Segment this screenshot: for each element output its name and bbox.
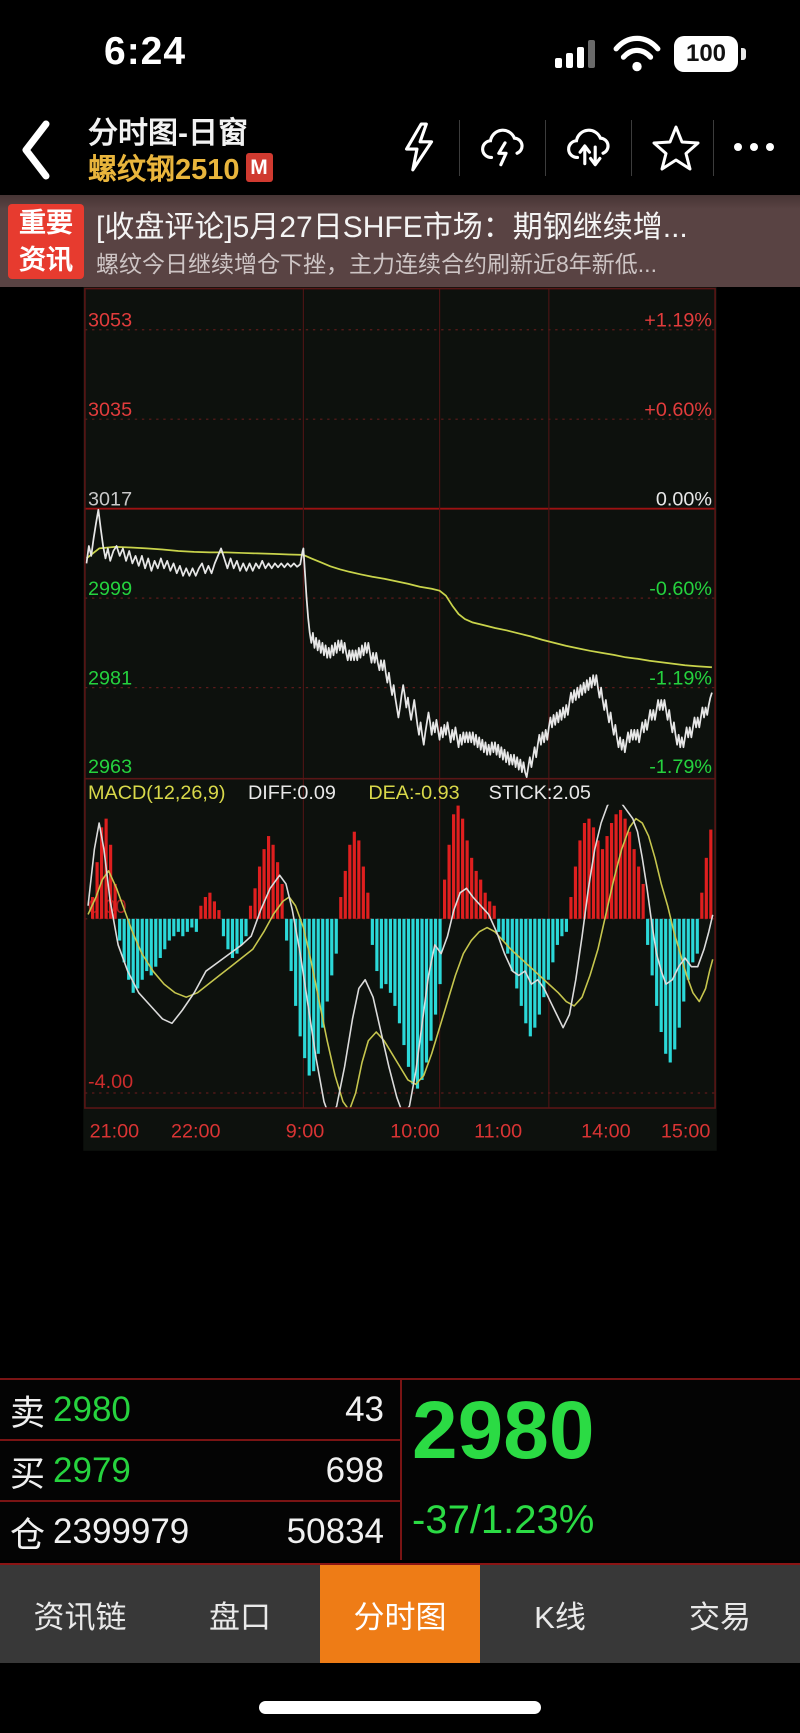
cloud-sync-icon — [567, 128, 610, 167]
header-divider — [545, 120, 546, 176]
bid-price: 2979 — [53, 1451, 131, 1490]
flash-order-button[interactable] — [392, 118, 444, 176]
header-divider — [459, 120, 460, 176]
x-tick: 21:00 — [90, 1120, 140, 1142]
open-interest-label: 仓 — [10, 1515, 46, 1555]
header-divider — [713, 120, 714, 176]
y-label-right: +0.60% — [644, 399, 712, 421]
macd-min-label: -4.00 — [88, 1071, 133, 1093]
tab-intraday-chart[interactable]: 分时图 — [320, 1565, 480, 1663]
y-label-left: 2963 — [88, 756, 132, 778]
more-icon — [734, 143, 774, 151]
open-interest-value: 2399979 — [53, 1512, 190, 1551]
cloud-lightning-icon — [481, 128, 524, 167]
badge-line1: 重要 — [19, 208, 73, 238]
y-label-right: -1.19% — [649, 667, 712, 689]
x-tick: 14:00 — [581, 1120, 631, 1142]
important-news-badge: 重要 资讯 — [8, 204, 84, 279]
favorite-button[interactable] — [650, 118, 702, 176]
news-subline: 螺纹今日继续增仓下挫，主力连续合约刷新近8年新低... — [96, 251, 657, 277]
more-button[interactable] — [728, 118, 780, 176]
y-label-right: -1.79% — [649, 756, 712, 778]
page-title: 分时图-日窗 — [88, 117, 248, 150]
signal-icon — [555, 40, 595, 68]
y-label-right: +1.19% — [644, 310, 712, 332]
battery-icon: 100 — [674, 36, 738, 72]
intraday-chart[interactable]: 3053 3035 3017 2999 2981 2963 +1.19% +0.… — [0, 287, 800, 1378]
row-divider — [0, 1500, 400, 1502]
tab-trade[interactable]: 交易 — [689, 1599, 751, 1635]
quote-panel: 卖 2980 43 买 2979 698 仓 2399979 50834 — [0, 1378, 800, 1560]
y-label-right: 0.00% — [656, 489, 712, 511]
cloud-condition-button[interactable] — [478, 118, 530, 176]
y-label-left: 3035 — [88, 399, 132, 421]
bid-volume: 698 — [325, 1451, 384, 1490]
bid-row[interactable]: 买 2979 698 — [0, 1441, 400, 1501]
price-change: -37/1.23% — [412, 1498, 595, 1542]
main-contract-badge: M — [245, 152, 273, 182]
diff-line — [87, 804, 714, 1109]
back-icon[interactable] — [16, 118, 56, 182]
battery-nub — [741, 48, 746, 60]
status-time: 6:24 — [104, 30, 187, 73]
ask-volume: 43 — [345, 1390, 384, 1429]
tab-news-chain[interactable]: 资讯链 — [33, 1599, 127, 1635]
news-headline: [收盘评论]5月27日SHFE市场：期钢继续增... — [96, 211, 688, 244]
badge-line2: 资讯 — [19, 245, 73, 275]
macd-params-label: MACD(12,26,9) — [88, 782, 225, 804]
y-label-right: -0.60% — [649, 578, 712, 600]
header-divider — [631, 120, 632, 176]
x-tick: 11:00 — [474, 1120, 522, 1142]
home-indicator[interactable] — [259, 1701, 541, 1714]
ask-row[interactable]: 卖 2980 43 — [0, 1380, 400, 1440]
macd-stick-label: STICK:2.05 — [489, 782, 591, 804]
macd-dea-label: DEA:-0.93 — [368, 782, 459, 804]
x-tick: 15:00 — [661, 1120, 711, 1142]
lightning-icon — [405, 122, 434, 172]
x-tick: 22:00 — [171, 1120, 221, 1142]
cloud-sync-button[interactable] — [564, 118, 616, 176]
wifi-icon — [613, 35, 661, 72]
row-divider — [0, 1439, 400, 1441]
macd-diff-label: DIFF:0.09 — [248, 782, 336, 804]
dea-line — [87, 817, 714, 1109]
x-tick: 10:00 — [390, 1120, 440, 1142]
chart-frame — [84, 287, 716, 1109]
symbol-name: 螺纹钢2510 — [88, 154, 240, 186]
battery-level: 100 — [685, 40, 727, 67]
y-label-left: 2981 — [88, 667, 132, 689]
total-volume: 50834 — [286, 1512, 384, 1551]
tab-order-book[interactable]: 盘口 — [209, 1599, 271, 1635]
price-line — [85, 508, 713, 778]
bottom-tab-bar: 资讯链 盘口 分时图 K线 交易 — [0, 1563, 800, 1663]
open-interest-row[interactable]: 仓 2399979 50834 — [0, 1502, 400, 1562]
home-area — [0, 1663, 800, 1733]
x-tick: 9:00 — [286, 1120, 325, 1142]
bid-label: 买 — [10, 1454, 46, 1494]
symbol-title: 螺纹钢2510 M — [88, 146, 273, 188]
ask-label: 卖 — [10, 1393, 46, 1433]
last-price: 2980 — [412, 1385, 595, 1476]
quote-divider — [400, 1380, 402, 1560]
average-price-line — [85, 546, 712, 669]
y-label-left: 3017 — [88, 489, 132, 511]
ask-price: 2980 — [53, 1390, 131, 1429]
news-banner[interactable]: 重要 资讯 [收盘评论]5月27日SHFE市场：期钢继续增... 螺纹今日继续增… — [0, 195, 800, 287]
y-label-left: 3053 — [88, 310, 132, 332]
tab-kline[interactable]: K线 — [534, 1599, 586, 1635]
star-icon — [652, 125, 700, 171]
y-label-left: 2999 — [88, 578, 132, 600]
